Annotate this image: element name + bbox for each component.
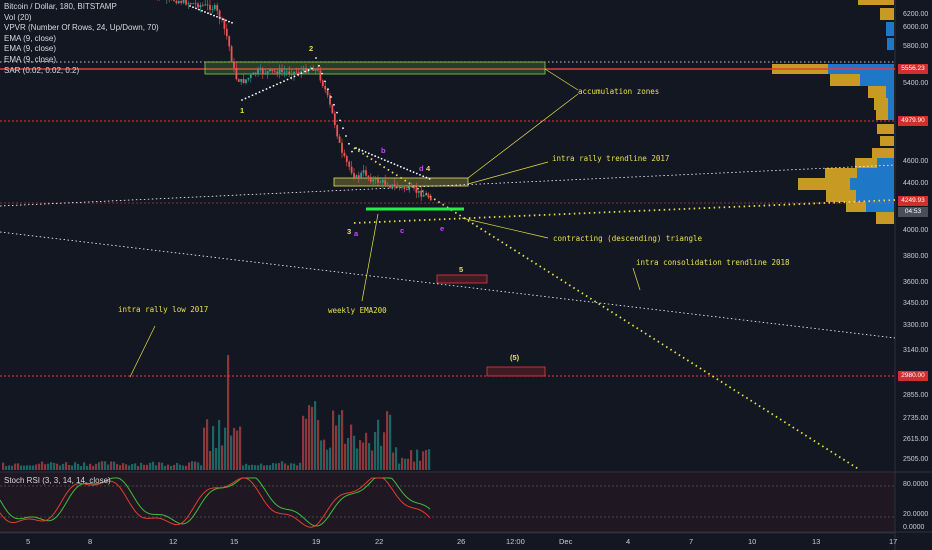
indicator-vol[interactable]: Vol (20) [4,12,32,22]
time-axis-label: 8 [88,537,93,546]
wave-label-5[interactable]: 5 [459,265,464,274]
annotation-contracting-triangle[interactable]: contracting (descending) triangle [553,234,703,243]
price-axis-label: 3600.00 [903,279,929,286]
price-axis-label: 2735.00 [903,415,929,422]
price-axis-label: 3140.00 [903,347,929,354]
price-axis-label: 3800.00 [903,253,929,260]
time-axis-label: 13 [812,537,821,546]
wave-label-2[interactable]: 2 [309,44,314,53]
indicator-ema-2[interactable]: EMA (9, close) [4,44,57,54]
price-axis-label: 3300.00 [903,322,929,329]
annotation-weekly-ema200[interactable]: weekly EMA200 [328,306,387,315]
wave-label-5-target[interactable]: (5) [510,353,520,362]
price-tag-current[interactable]: 4249.93 [898,196,928,206]
wave-label-4[interactable]: 4 [426,164,431,173]
stoch-rsi-legend[interactable]: Stoch RSI (3, 3, 14, 14, close) [4,476,111,485]
wave-label-3[interactable]: 3 [347,227,352,236]
time-axis-label: 5 [26,537,31,546]
price-candles [156,0,432,202]
time-axis-label: 15 [230,537,239,546]
time-axis-label: 12:00 [506,537,525,546]
wave-label-a[interactable]: a [354,229,359,238]
time-axis-label: 19 [312,537,321,546]
time-axis-label: 22 [375,537,384,546]
price-axis-label: 6000.00 [903,24,929,31]
price-axis-label: 5400.00 [903,80,929,87]
price-tag-level-high[interactable]: 5556.23 [898,64,928,74]
annotation-accumulation-zones[interactable]: accumulation zones [578,87,660,96]
price-axis-label: 2505.00 [903,456,929,463]
time-axis-label: Dec [559,537,573,546]
indicator-ema-1[interactable]: EMA (9, close) [4,33,57,43]
rsi-axis-label: 80.0000 [903,481,929,488]
time-axis-label: 10 [748,537,757,546]
wave-label-b[interactable]: b [381,146,386,155]
price-tag-level-low[interactable]: 2980.00 [898,371,928,381]
time-axis-label: 7 [689,537,694,546]
rsi-axis-label: 20.0000 [903,511,929,518]
chart-legend: Bitcoin / Dollar, 180, BITSTAMP Vol (20)… [4,2,159,76]
time-axis-label: 12 [169,537,178,546]
time-axis-label: 26 [457,537,466,546]
indicator-sar[interactable]: SAR (0.02, 0.02, 0.2) [4,65,80,75]
stoch-rsi-lines [0,477,431,528]
wave-label-e[interactable]: e [440,224,445,233]
price-axis-label: 3450.00 [903,300,929,307]
annotation-intra-consolidation-trendline[interactable]: intra consolidation trendline 2018 [636,258,790,267]
price-axis-label: 5800.00 [903,43,929,50]
parabolic-sar-dots [189,5,431,180]
wave-label-1[interactable]: 1 [240,106,245,115]
wave-label-c[interactable]: c [400,226,405,235]
price-tag-level-mid[interactable]: 4979.90 [898,116,928,126]
volume-bars [2,355,431,470]
price-axis-label: 4400.00 [903,180,929,187]
indicator-ema-3[interactable]: EMA (9, close) [4,54,57,64]
annotation-intra-rally-trendline[interactable]: intra rally trendline 2017 [552,154,670,163]
rsi-axis-label: 0.0000 [903,524,925,531]
indicator-vpvr[interactable]: VPVR (Number Of Rows, 24, Up/Down, 70) [4,23,159,33]
time-axis-label: 4 [626,537,631,546]
time-axis-label: 17 [889,537,898,546]
price-axis-label: 6200.00 [903,11,929,18]
countdown-tag: 04:53 [898,207,928,217]
wave-label-d[interactable]: d [419,164,424,173]
annotation-intra-rally-low[interactable]: intra rally low 2017 [118,305,209,314]
symbol-title[interactable]: Bitcoin / Dollar, 180, BITSTAMP [4,2,117,11]
price-axis-label: 4600.00 [903,158,929,165]
price-axis-label: 2855.00 [903,392,929,399]
price-axis-label: 4000.00 [903,227,929,234]
price-axis-label: 2615.00 [903,436,929,443]
